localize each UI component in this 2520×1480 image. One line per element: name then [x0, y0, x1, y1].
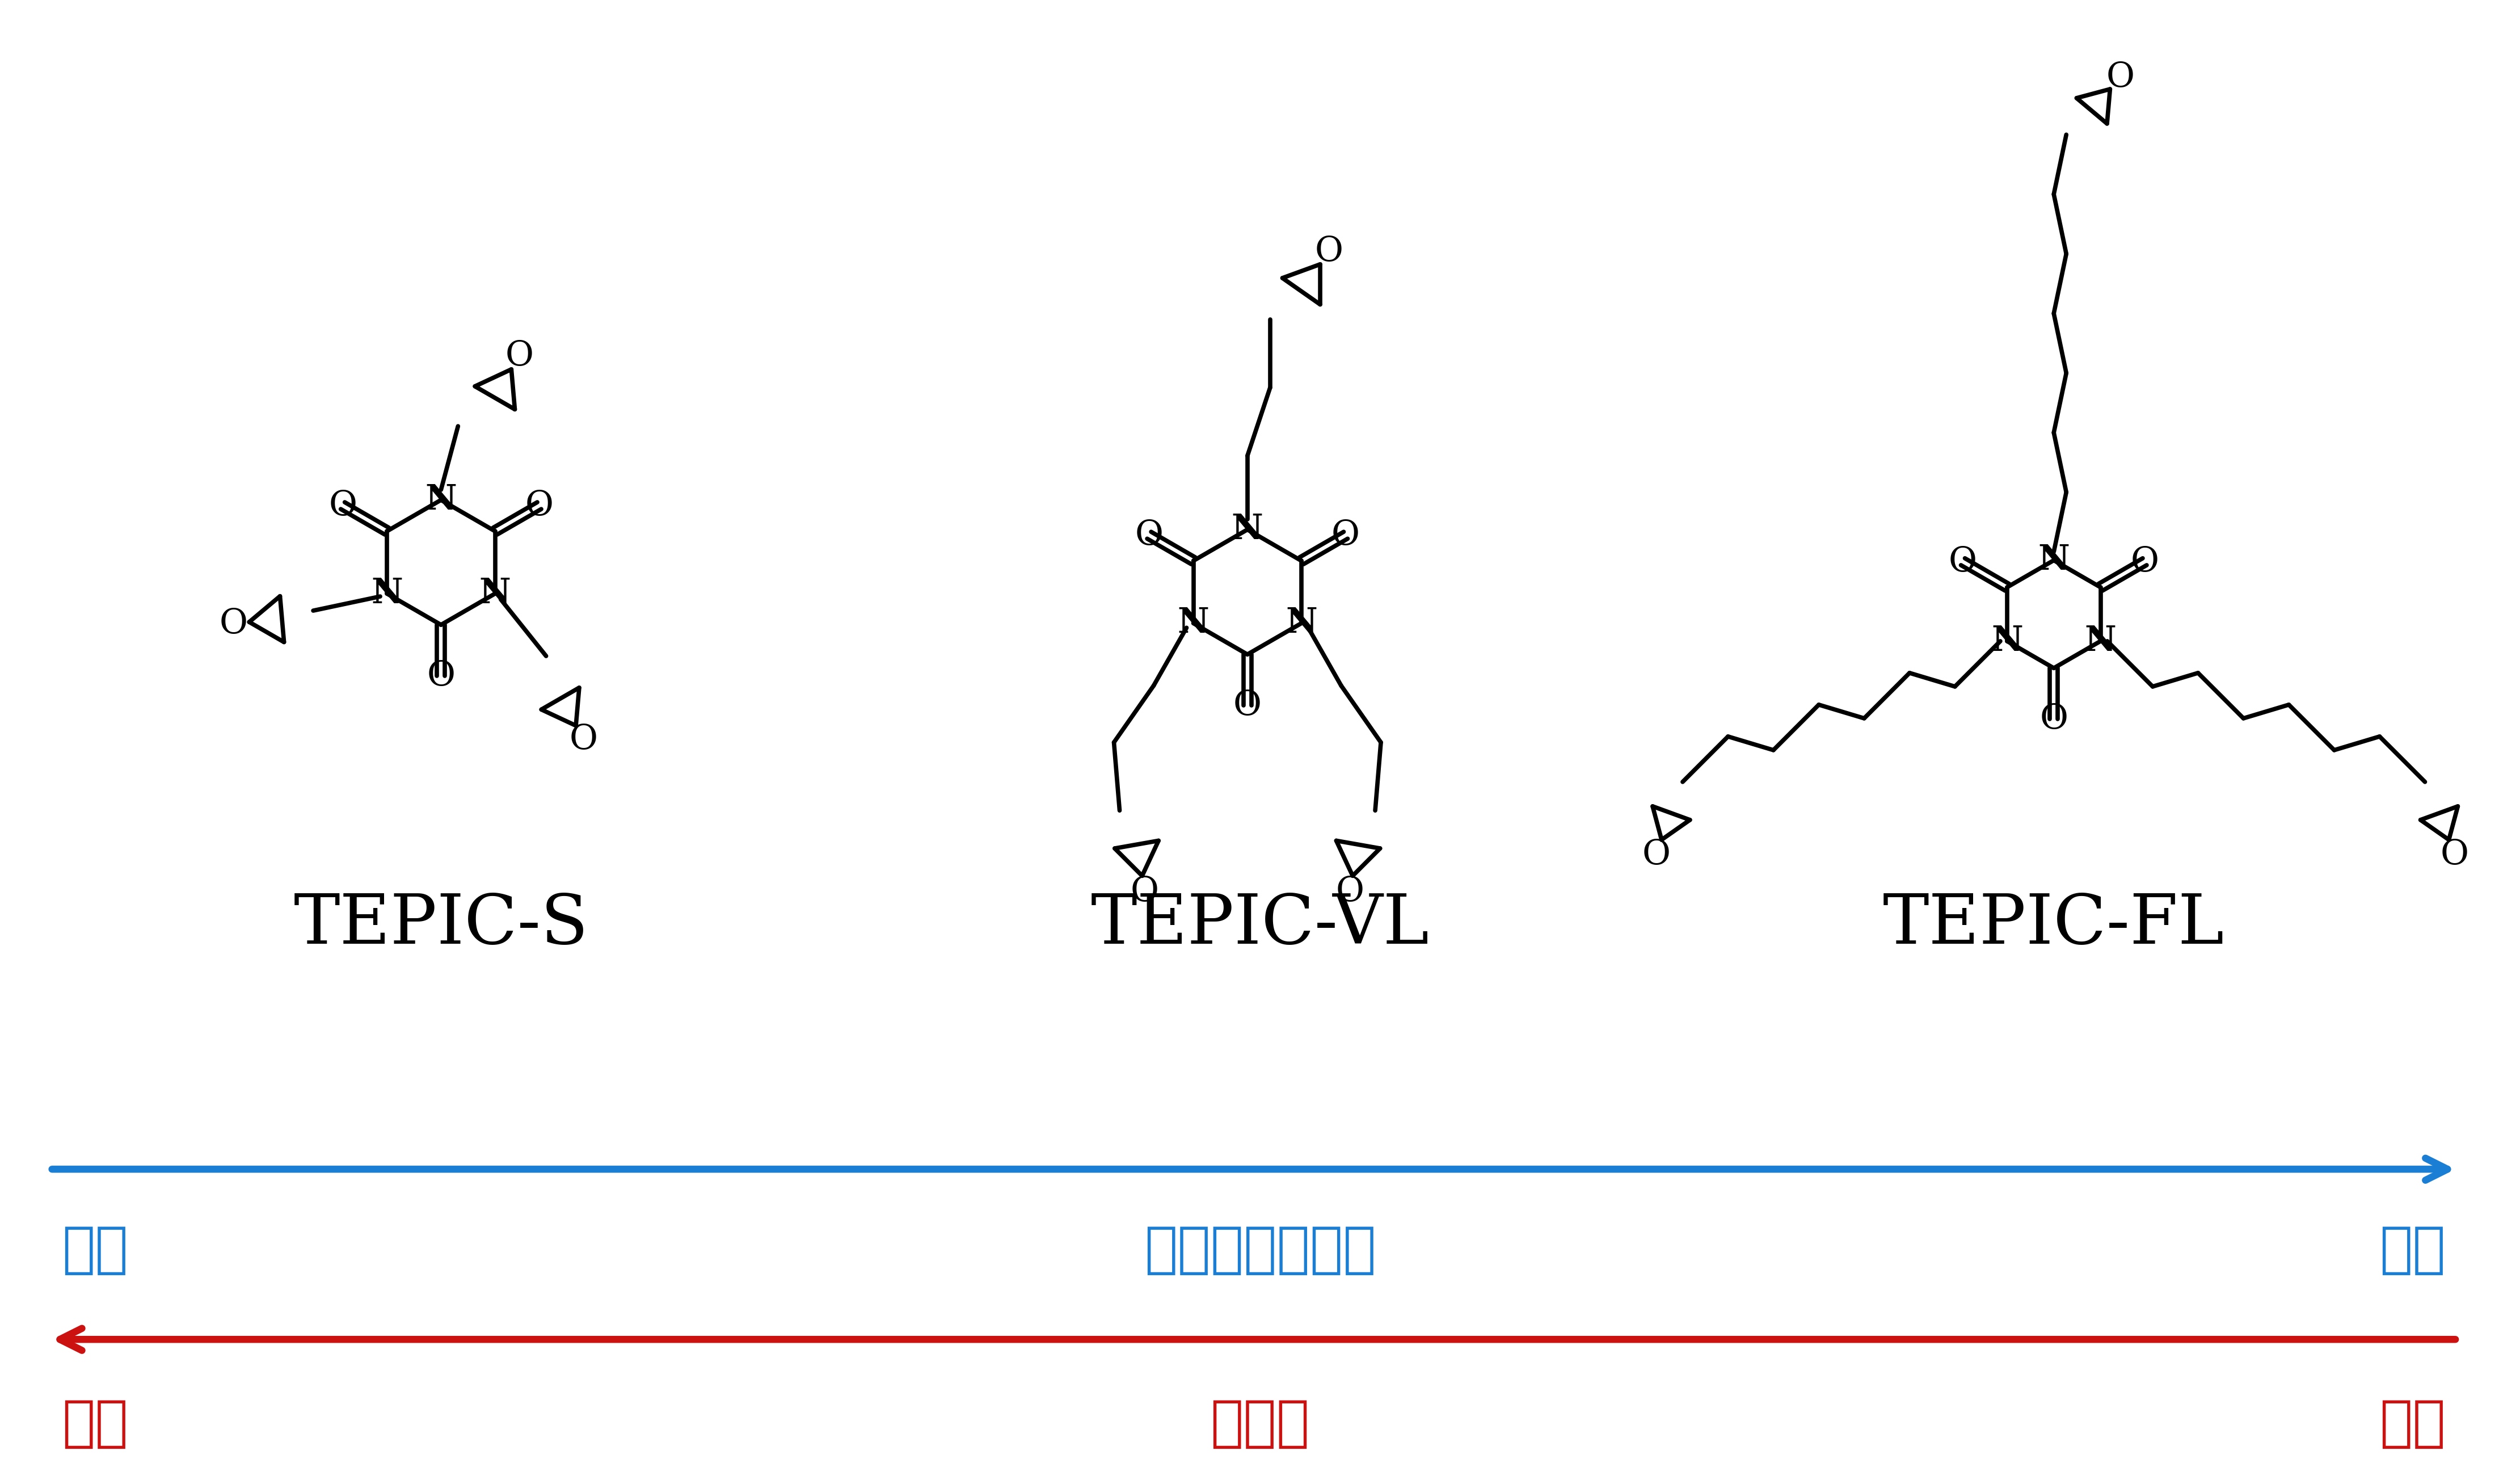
Text: 低い: 低い — [2379, 1397, 2444, 1450]
Text: 高い: 高い — [63, 1397, 129, 1450]
Text: O: O — [2039, 702, 2069, 736]
Text: N: N — [426, 482, 456, 517]
Text: O: O — [2107, 59, 2134, 93]
Text: N: N — [1991, 625, 2024, 659]
Text: O: O — [328, 488, 358, 522]
Text: TEPIC-VL: TEPIC-VL — [1091, 892, 1429, 958]
Text: 長い: 長い — [2379, 1224, 2444, 1277]
Text: N: N — [370, 577, 403, 611]
Text: 短い: 短い — [63, 1224, 129, 1277]
Text: N: N — [2084, 625, 2117, 659]
Text: O: O — [570, 722, 597, 756]
Text: 耐熱性: 耐熱性 — [1210, 1397, 1310, 1450]
Text: エポキシ基鎖長: エポキシ基鎖長 — [1144, 1224, 1376, 1277]
Text: N: N — [2039, 543, 2069, 577]
Text: O: O — [1948, 545, 1978, 579]
Text: O: O — [524, 488, 554, 522]
Text: O: O — [1134, 518, 1164, 552]
Text: O: O — [1131, 875, 1159, 909]
Text: O: O — [1232, 688, 1263, 722]
Text: O: O — [1331, 518, 1361, 552]
Text: TEPIC-FL: TEPIC-FL — [1882, 892, 2225, 958]
Text: O: O — [1336, 875, 1363, 909]
Text: O: O — [426, 659, 456, 693]
Text: TEPIC-S: TEPIC-S — [292, 892, 590, 958]
Text: O: O — [2129, 545, 2160, 579]
Text: O: O — [2439, 838, 2470, 872]
Text: N: N — [1232, 512, 1263, 546]
Text: O: O — [504, 339, 534, 373]
Text: O: O — [219, 607, 247, 641]
Text: O: O — [1315, 234, 1343, 268]
Text: N: N — [1285, 607, 1318, 641]
Text: N: N — [1177, 607, 1210, 641]
Text: O: O — [1643, 838, 1671, 872]
Text: N: N — [479, 577, 512, 611]
